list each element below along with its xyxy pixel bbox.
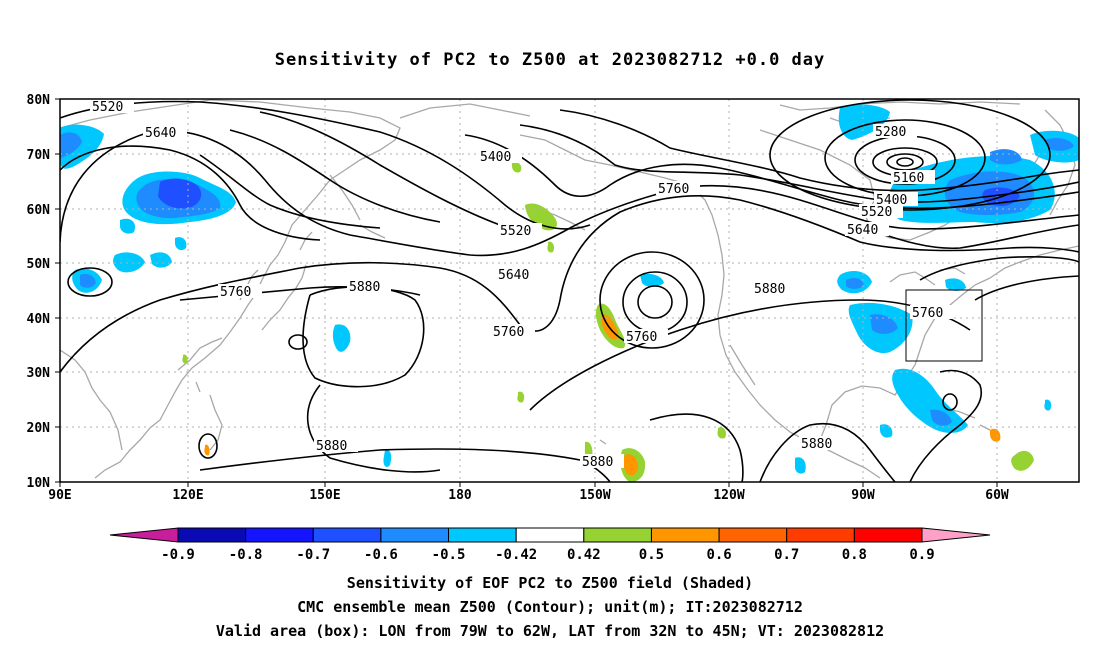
lon-label: 120W xyxy=(713,488,744,503)
colorbar-label: 0.8 xyxy=(842,547,867,563)
svg-text:5880: 5880 xyxy=(754,282,785,297)
lon-label: 60W xyxy=(985,488,1009,503)
colorbar-cell xyxy=(515,527,585,543)
contour-label: 5520 xyxy=(859,204,903,220)
contour-label: 5160 xyxy=(891,170,935,186)
lon-label: 90E xyxy=(48,488,71,503)
negative-sensitivity-shading xyxy=(60,104,1079,474)
lat-label: 40N xyxy=(27,312,51,327)
map-frame xyxy=(59,98,1080,483)
contour-labels: 5520 5640 5400 5520 5640 5760 5760 5880 … xyxy=(90,99,954,470)
svg-text:5880: 5880 xyxy=(582,455,613,470)
svg-text:5640: 5640 xyxy=(145,126,176,141)
colorbar-label: 0.5 xyxy=(639,547,664,563)
svg-text:5640: 5640 xyxy=(847,223,878,238)
svg-text:5520: 5520 xyxy=(861,205,892,220)
colorbar-cell xyxy=(583,527,652,543)
z500-contours xyxy=(60,99,1079,482)
colorbar-label: -0.5 xyxy=(432,547,466,563)
lon-label: 180 xyxy=(448,488,472,503)
colorbar-label: 0.9 xyxy=(909,547,934,563)
colorbar-low-extend xyxy=(109,527,179,543)
svg-text:5880: 5880 xyxy=(801,437,832,452)
lat-label: 70N xyxy=(27,148,51,163)
map-title: Sensitivity of PC2 to Z500 at 2023082712… xyxy=(274,50,826,70)
contour-label: 5280 xyxy=(873,124,917,140)
graticule xyxy=(60,99,1079,482)
svg-text:5760: 5760 xyxy=(493,325,524,340)
svg-text:5520: 5520 xyxy=(92,100,123,115)
svg-text:5400: 5400 xyxy=(480,150,511,165)
svg-text:5760: 5760 xyxy=(658,182,689,197)
colorbar-label: 0.6 xyxy=(706,547,731,563)
lon-label: 150W xyxy=(579,488,610,503)
colorbar-cell xyxy=(718,527,788,543)
colorbar-cell xyxy=(380,527,450,543)
svg-text:5160: 5160 xyxy=(893,171,924,186)
colorbar-cell xyxy=(786,527,855,543)
longitude-labels: 90E 120E 150E 180 150W 120W 90W 60W xyxy=(48,488,1009,503)
lat-label: 50N xyxy=(27,257,51,272)
contour-label: 5760 xyxy=(656,181,700,197)
contour-label: 5880 xyxy=(347,279,391,295)
colorbar-cell xyxy=(245,527,314,543)
contour-label: 5760 xyxy=(491,324,535,340)
colorbar-labels: -0.9 -0.8 -0.7 -0.6 -0.5 -0.42 0.42 0.5 0.6 0.7 0.… xyxy=(161,547,935,563)
contour-label: 5640 xyxy=(143,125,187,141)
contour-label: 5880 xyxy=(580,454,624,470)
svg-text:5760: 5760 xyxy=(626,330,657,345)
contour-label: 5400 xyxy=(478,149,522,165)
contour-label: 5880 xyxy=(799,436,843,452)
svg-text:5880: 5880 xyxy=(316,439,347,454)
colorbar-cell xyxy=(448,527,517,543)
lat-label: 30N xyxy=(27,366,51,381)
footer-line-2: CMC ensemble mean Z500 (Contour); unit(m… xyxy=(297,598,803,616)
colorbar-label: -0.42 xyxy=(495,547,537,563)
footer-line-1: Sensitivity of EOF PC2 to Z500 field (Sh… xyxy=(346,574,754,592)
colorbar-label: -0.7 xyxy=(296,547,330,563)
lon-label: 150E xyxy=(309,488,340,503)
svg-text:5880: 5880 xyxy=(349,280,380,295)
svg-text:5760: 5760 xyxy=(220,285,251,300)
contour-label: 5880 xyxy=(314,438,358,454)
lat-label: 20N xyxy=(27,421,51,436)
colorbar-label: -0.8 xyxy=(229,547,263,563)
contour-label: 5640 xyxy=(496,267,540,283)
colorbar-cell xyxy=(853,527,923,543)
colorbar: -0.9 -0.8 -0.7 -0.6 -0.5 -0.42 0.42 0.5 0.6 0.7 0.… xyxy=(109,527,991,563)
valid-area-box xyxy=(905,289,983,362)
colorbar-label: 0.42 xyxy=(567,547,601,563)
contour-label: 5760 xyxy=(910,305,954,321)
lon-label: 90W xyxy=(851,488,875,503)
contour-label: 5760 xyxy=(624,329,668,345)
contour-label: 5880 xyxy=(752,281,796,297)
contour-label: 5520 xyxy=(498,223,542,239)
colorbar-cells xyxy=(177,527,923,543)
colorbar-cell xyxy=(312,527,382,543)
contour-label: 5520 xyxy=(90,99,134,115)
svg-text:5280: 5280 xyxy=(875,125,906,140)
colorbar-label: -0.6 xyxy=(364,547,398,563)
lat-label: 80N xyxy=(27,93,51,108)
svg-text:5520: 5520 xyxy=(500,224,531,239)
colorbar-high-extend xyxy=(921,527,991,543)
svg-text:5760: 5760 xyxy=(912,306,943,321)
lon-label: 120E xyxy=(172,488,203,503)
lat-label: 10N xyxy=(27,476,51,491)
svg-text:5640: 5640 xyxy=(498,268,529,283)
colorbar-cell xyxy=(177,527,247,543)
colorbar-label: 0.7 xyxy=(774,547,799,563)
lat-label: 60N xyxy=(27,203,51,218)
footer-line-3: Valid area (box): LON from 79W to 62W, L… xyxy=(215,622,885,640)
colorbar-cell xyxy=(650,527,720,543)
contour-label: 5640 xyxy=(845,222,889,238)
contour-label: 5760 xyxy=(218,284,262,300)
colorbar-label: -0.9 xyxy=(161,547,195,563)
latitude-labels: 80N 70N 60N 50N 40N 30N 20N 10N xyxy=(27,93,51,491)
axis-ticks xyxy=(55,98,998,487)
